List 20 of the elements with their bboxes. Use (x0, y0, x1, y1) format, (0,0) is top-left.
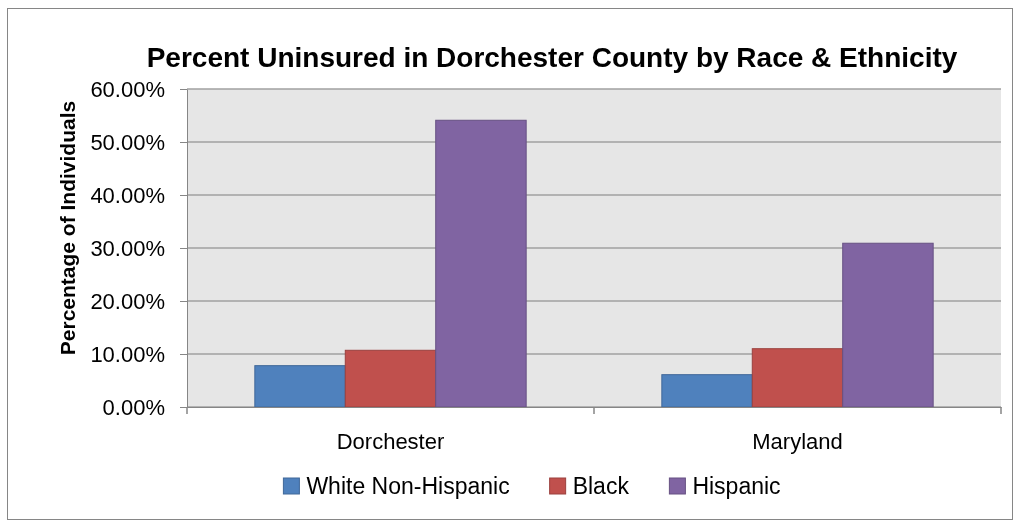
bar (344, 349, 437, 408)
legend-label: White Non-Hispanic (306, 473, 510, 499)
y-tick-label: 0.00% (102, 394, 165, 420)
bar (254, 365, 346, 408)
chart-title: Percent Uninsured in Dorchester County by Race & Ethnicity (146, 42, 958, 73)
x-tick-label: Dorchester (336, 429, 445, 454)
y-tick-label: 10.00% (90, 341, 165, 367)
y-tick-label: 50.00% (90, 129, 165, 155)
legend-label: Hispanic (692, 473, 781, 499)
x-tick-label: Maryland (752, 429, 843, 454)
bar (751, 348, 844, 408)
bar (661, 374, 753, 408)
y-axis-title: Percentage of Individuals (56, 100, 79, 356)
y-tick-label: 40.00% (90, 182, 165, 208)
bar (435, 119, 527, 408)
y-tick-label: 60.00% (90, 76, 165, 102)
legend-label: Black (572, 473, 630, 499)
y-tick-label: 30.00% (90, 235, 165, 261)
bar (842, 242, 934, 408)
y-tick-label: 20.00% (90, 288, 165, 314)
